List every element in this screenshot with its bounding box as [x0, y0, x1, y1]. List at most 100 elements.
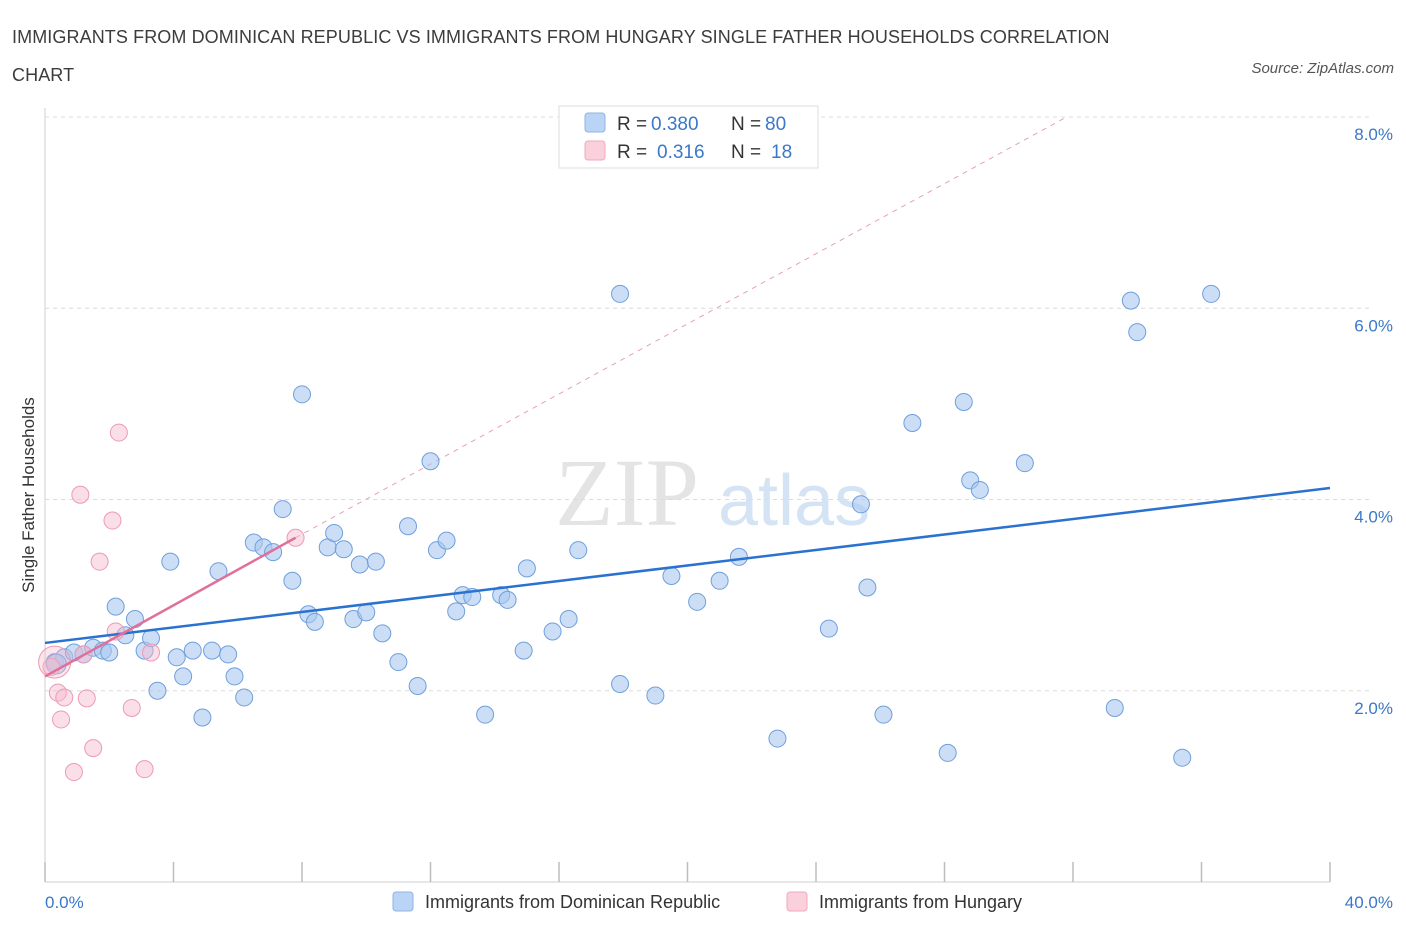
point-dominican — [148, 681, 167, 700]
x-tick-label-min: 0.0% — [45, 893, 84, 912]
point-dominican — [421, 452, 440, 471]
point-dominican — [938, 743, 957, 762]
point-dominican — [498, 590, 517, 609]
point-dominican — [514, 641, 533, 660]
point-dominican — [569, 541, 588, 560]
point-dominican — [611, 284, 630, 303]
point-dominican — [225, 667, 244, 686]
point-hungary — [52, 710, 71, 729]
legend-n-label-blue: N = — [731, 114, 761, 135]
legend-r-label-blue: R = — [617, 114, 647, 135]
watermark-atlas: atlas — [718, 461, 870, 541]
point-hungary — [90, 552, 109, 571]
chart-title: IMMIGRANTS FROM DOMINICAN REPUBLIC VS IM… — [12, 27, 1110, 85]
trend-dominican — [44, 486, 1331, 645]
point-dominican — [437, 531, 456, 550]
trend-hungary-extension — [295, 116, 1067, 539]
point-dominican — [858, 578, 877, 597]
point-dominican — [1015, 454, 1034, 473]
point-dominican — [1173, 748, 1192, 767]
point-dominican — [1128, 323, 1147, 342]
source-label: Source: ZipAtlas.com — [1251, 60, 1394, 77]
point-dominican — [1105, 698, 1124, 717]
y-tick-label: 4.0% — [1354, 508, 1393, 527]
point-hungary — [55, 688, 74, 707]
legend-bottom: Immigrants from Dominican Republic Immig… — [392, 891, 1022, 912]
point-dominican — [125, 610, 144, 629]
x-tick-label-max: 40.0% — [1345, 893, 1393, 912]
point-dominican — [543, 622, 562, 641]
point-dominican — [662, 567, 681, 585]
point-dominican — [408, 676, 427, 695]
point-dominican — [305, 612, 324, 631]
legend-r-value-blue: 0.380 — [651, 114, 699, 135]
legend-bottom-label-hungary: Immigrants from Hungary — [819, 892, 1022, 912]
legend-top: R = 0.380 N = 80 R = 0.316 N = 18 — [558, 105, 819, 169]
legend-n-value-pink: 18 — [771, 142, 792, 163]
y-axis-title: Single Father Households — [19, 397, 38, 593]
point-dominican — [203, 641, 222, 660]
point-dominican — [183, 641, 202, 660]
point-dominican — [174, 667, 193, 686]
point-dominican — [874, 705, 893, 724]
gridlines — [45, 116, 1370, 692]
x-ticks — [44, 862, 1331, 882]
point-hungary — [77, 689, 96, 708]
point-hungary — [64, 763, 83, 782]
legend-n-value-blue: 80 — [765, 114, 786, 135]
series-hungary-points — [38, 423, 305, 782]
point-dominican — [357, 603, 376, 622]
point-dominican — [447, 602, 466, 621]
legend-r-value-pink: 0.316 — [657, 142, 705, 163]
point-dominican — [729, 547, 748, 566]
point-hungary — [103, 511, 122, 530]
legend-bottom-swatch-blue — [392, 891, 414, 912]
series-dominican-points — [45, 284, 1221, 767]
point-dominican — [106, 597, 125, 616]
legend-bottom-label-dominican: Immigrants from Dominican Republic — [425, 892, 720, 912]
point-dominican — [161, 552, 180, 571]
point-dominican — [688, 592, 707, 611]
point-dominican — [710, 571, 729, 590]
point-dominican — [100, 643, 119, 662]
point-dominican — [293, 385, 311, 404]
point-dominican — [167, 648, 186, 667]
point-dominican — [350, 555, 369, 574]
y-tick-label: 8.0% — [1354, 125, 1393, 144]
point-dominican — [373, 624, 392, 643]
point-dominican — [273, 500, 292, 519]
point-dominican — [851, 495, 870, 514]
point-hungary — [122, 698, 141, 717]
point-dominican — [1202, 284, 1221, 303]
point-dominican — [389, 653, 408, 672]
point-dominican — [283, 571, 302, 590]
point-dominican — [476, 705, 495, 724]
point-dominican — [611, 675, 630, 694]
point-dominican — [819, 619, 838, 638]
point-dominican — [517, 559, 536, 578]
point-hungary — [84, 739, 103, 758]
point-hungary — [38, 645, 72, 679]
watermark-zip: ZIP — [555, 439, 699, 546]
point-dominican — [399, 517, 418, 536]
point-dominican — [903, 414, 922, 432]
point-dominican — [235, 688, 254, 707]
point-hungary — [135, 760, 154, 779]
point-dominican — [334, 540, 353, 559]
point-dominican — [954, 392, 973, 411]
legend-n-label-pink: N = — [731, 142, 761, 163]
point-dominican — [646, 686, 665, 705]
legend-r-label-pink: R = — [617, 142, 647, 163]
y-tick-label: 6.0% — [1354, 316, 1393, 335]
point-dominican — [970, 480, 989, 499]
point-dominican — [1121, 291, 1140, 310]
trend-lines — [295, 116, 1067, 539]
point-hungary — [71, 485, 90, 504]
trend-hungary — [44, 536, 297, 678]
point-dominican — [193, 708, 212, 727]
y-tick-label: 2.0% — [1354, 699, 1393, 718]
legend-bottom-swatch-pink — [786, 891, 808, 912]
point-hungary — [142, 643, 161, 662]
legend-swatch-blue — [584, 112, 606, 133]
